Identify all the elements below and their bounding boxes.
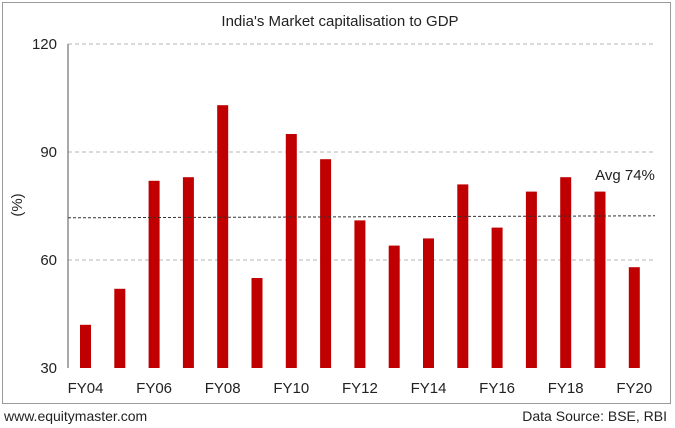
bar-fy13 (388, 245, 400, 368)
bars (80, 105, 640, 368)
x-tick-label: FY12 (342, 380, 378, 397)
average-line (67, 215, 656, 219)
x-tick-label: FY14 (411, 380, 447, 397)
bar-fy20 (628, 267, 640, 368)
bar-fy09 (251, 278, 263, 368)
bar-fy07 (182, 177, 194, 368)
x-tick-label: FY08 (205, 380, 241, 397)
bar-fy18 (560, 177, 572, 368)
website-credit: www.equitymaster.com (4, 408, 148, 424)
bar-fy15 (457, 184, 469, 368)
bar-fy11 (320, 159, 332, 368)
y-tick-labels: 30 60 90 120 (32, 36, 57, 377)
x-tick-labels: FY04 FY06 FY08 FY10 FY12 FY14 FY16 FY18 FY20 (68, 380, 653, 397)
bar-fy19 (594, 191, 606, 368)
x-tick-label: FY16 (479, 380, 515, 397)
bar-fy10 (285, 134, 297, 368)
x-tick-label: FY18 (548, 380, 584, 397)
x-tick-label: FY06 (136, 380, 172, 397)
data-source: Data Source: BSE, RBI (522, 408, 667, 424)
y-tick-label: 60 (40, 252, 57, 269)
y-tick-label: 120 (32, 36, 57, 53)
y-tick-label: 30 (40, 360, 57, 377)
bar-fy14 (423, 238, 434, 368)
chart-title: India's Market capitalisation to GDP (221, 13, 458, 30)
x-tick-label: FY10 (273, 380, 309, 397)
y-axis-label: (%) (9, 193, 26, 216)
bar-fy17 (525, 191, 537, 368)
bar-fy06 (148, 180, 160, 368)
gridlines (67, 43, 655, 368)
average-label: Avg 74% (595, 167, 655, 184)
bar-fy08 (217, 105, 229, 368)
chart-frame (2, 2, 671, 404)
bar-fy12 (354, 220, 366, 368)
x-tick-label: FY04 (68, 380, 104, 397)
y-tick-label: 90 (40, 144, 57, 161)
bar-fy04 (80, 324, 91, 368)
bar-fy16 (491, 227, 503, 368)
bar-fy05 (114, 288, 126, 368)
x-tick-label: FY20 (616, 380, 652, 397)
